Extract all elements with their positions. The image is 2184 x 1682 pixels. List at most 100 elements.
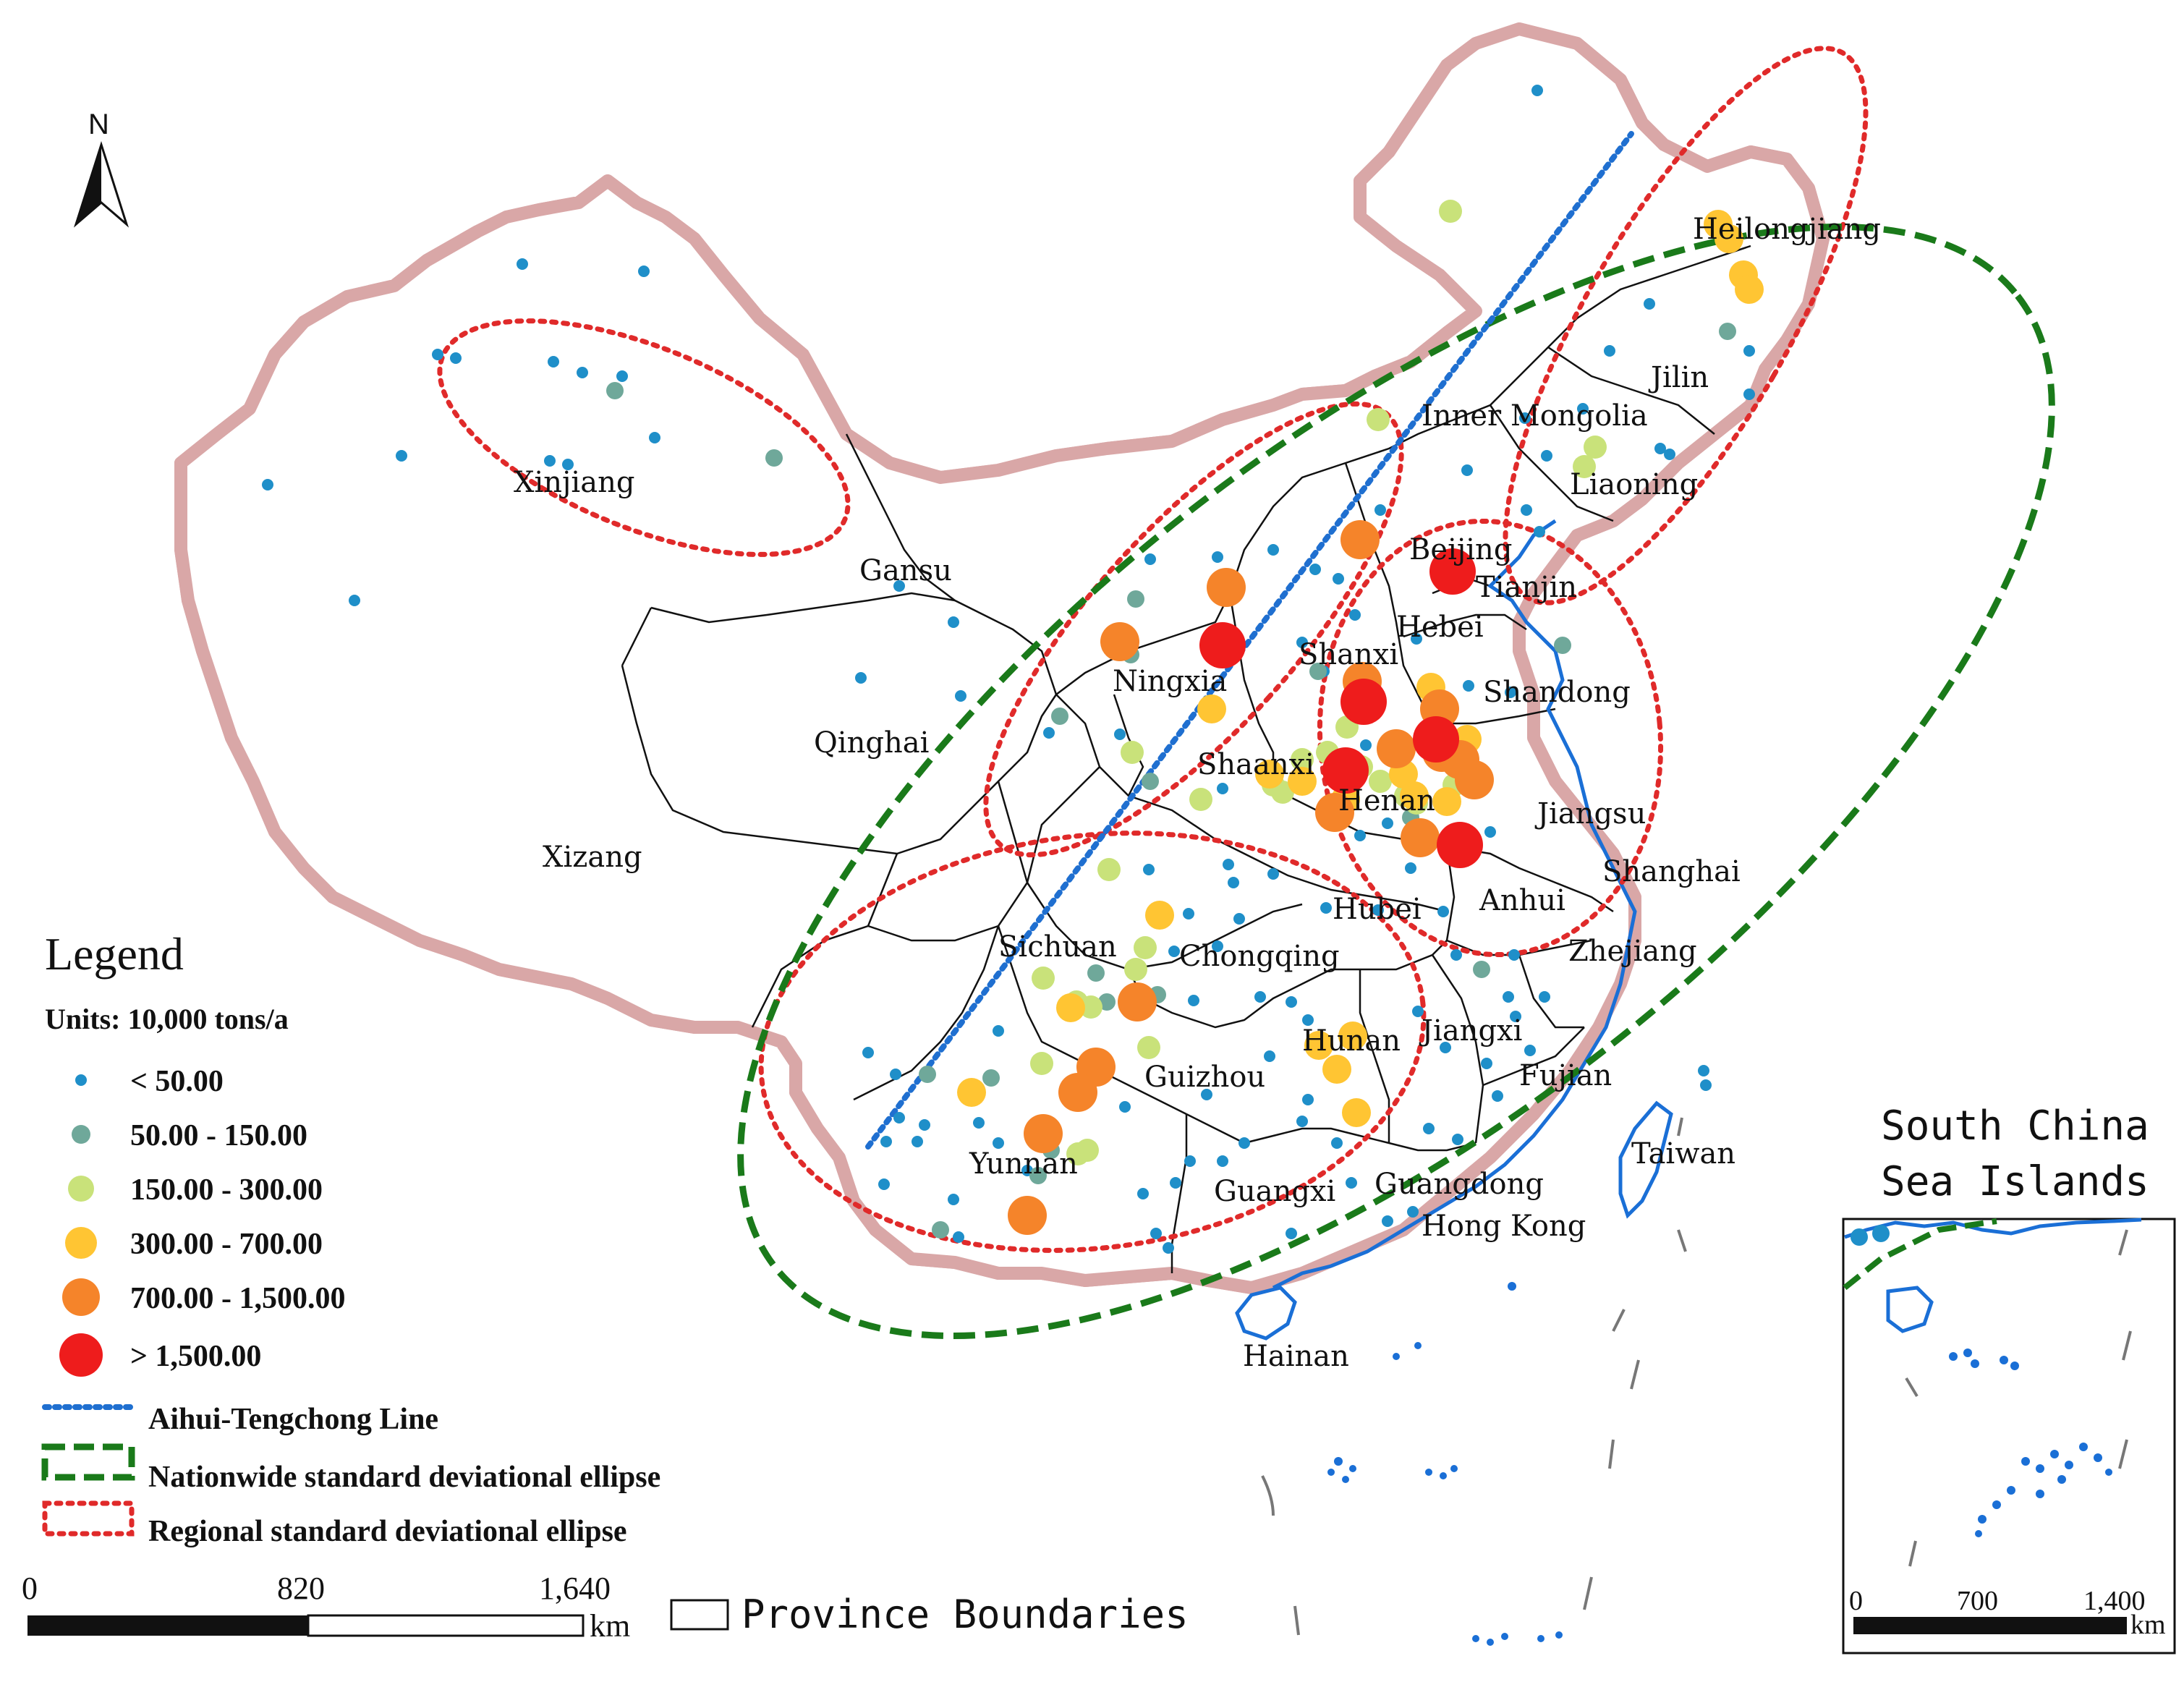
- facility-point: [1743, 388, 1755, 400]
- facility-point: [432, 349, 443, 360]
- facility-point: [1296, 637, 1308, 648]
- facility-point: [1212, 940, 1223, 952]
- facility-point: [1097, 858, 1121, 881]
- facility-point: [1577, 403, 1589, 415]
- facility-point: [1118, 982, 1157, 1021]
- facility-point: [396, 450, 407, 462]
- legend-symbol-class-2: [68, 1176, 94, 1202]
- legend-label-class-3: 300.00 - 700.00: [130, 1228, 323, 1261]
- facility-point: [1644, 298, 1655, 310]
- facility-point: [1503, 991, 1514, 1003]
- facility-point: [919, 1066, 936, 1083]
- facility-point: [1217, 1155, 1228, 1167]
- facility-point: [1664, 449, 1675, 460]
- facility-point: [1354, 830, 1366, 841]
- scale-bar: 0 820 1,640 km: [22, 1571, 630, 1644]
- legend-symbol-class-3: [65, 1227, 97, 1259]
- facility-point: [1145, 901, 1174, 930]
- facility-point: [1212, 551, 1223, 563]
- facility-point: [577, 367, 588, 378]
- facility-point: [1150, 1228, 1162, 1239]
- province-label: Heilongjiang: [1693, 213, 1881, 246]
- facility-point: [1119, 1101, 1131, 1113]
- facility-point: [1143, 864, 1155, 875]
- facility-point: [1342, 1098, 1371, 1127]
- facility-point: [1531, 85, 1543, 96]
- facility-point: [1554, 637, 1571, 654]
- province-label: Zhejiang: [1568, 935, 1697, 968]
- facility-point: [1505, 687, 1516, 698]
- facility-point: [1183, 908, 1194, 919]
- province-label: Jiangsu: [1534, 797, 1646, 831]
- province-label: Guangxi: [1214, 1175, 1335, 1208]
- facility-point: [1024, 1114, 1063, 1153]
- facility-point: [1407, 1206, 1419, 1218]
- province-boundaries-legend: Province Boundaries: [670, 1592, 1189, 1637]
- facility-point: [1484, 826, 1496, 838]
- facility-point: [932, 1221, 949, 1239]
- south-china-sea-inset: South China Sea Islands 0 700 1,400: [1842, 1103, 2176, 1655]
- facility-point: [1051, 708, 1068, 725]
- facility-point: [1604, 345, 1615, 357]
- facility-point: [1233, 913, 1245, 925]
- facility-point: [993, 1025, 1004, 1037]
- facility-point: [1374, 504, 1386, 516]
- facility-point: [893, 1112, 905, 1124]
- facility-point: [1267, 544, 1279, 556]
- province-label: Shanxi: [1299, 638, 1398, 671]
- facility-point: [1521, 504, 1532, 516]
- facility-point: [1450, 949, 1462, 961]
- facility-point: [862, 1047, 874, 1058]
- facility-point: [1296, 1116, 1308, 1127]
- facility-point: [548, 356, 559, 368]
- facility-point: [1423, 1123, 1435, 1134]
- facility-point: [1584, 436, 1607, 459]
- facility-point: [649, 432, 660, 443]
- facility-point: [1510, 1011, 1521, 1022]
- facility-point: [1492, 1090, 1503, 1102]
- facility-point: [1346, 1177, 1357, 1189]
- legend-symbol-class-4: [62, 1278, 100, 1316]
- province-label: Xinjiang: [514, 466, 634, 499]
- province-label: Henan: [1338, 784, 1435, 817]
- nine-dash-line: [1261, 1117, 1687, 1636]
- facility-point: [1189, 788, 1212, 811]
- facility-point: [973, 1117, 985, 1129]
- north-arrow: N: [73, 109, 129, 228]
- province-label: Gansu: [859, 554, 952, 587]
- facility-point: [855, 672, 867, 684]
- facility-point: [1452, 1134, 1463, 1145]
- facility-point: [1238, 1137, 1250, 1149]
- facility-point: [1201, 1089, 1212, 1100]
- facility-point: [1405, 862, 1416, 874]
- facility-point: [1127, 590, 1144, 608]
- facility-point: [1032, 967, 1055, 990]
- facility-point: [1382, 817, 1393, 829]
- facility-point: [1043, 727, 1055, 739]
- facility-point: [1286, 1228, 1297, 1239]
- province-label: Hebei: [1396, 611, 1484, 644]
- inset-scale-tick-0: 0: [1849, 1586, 1863, 1616]
- facility-point: [1223, 859, 1234, 870]
- facility-point: [1304, 1031, 1333, 1060]
- facility-point: [1137, 1188, 1149, 1199]
- facility-point: [1170, 1177, 1181, 1189]
- facility-point: [1254, 991, 1266, 1003]
- facility-point: [1056, 993, 1085, 1022]
- province-label: Guangdong: [1374, 1168, 1544, 1201]
- facility-point: [1333, 573, 1344, 585]
- nationwide-ellipse: [737, 224, 2055, 1339]
- facility-point: [1199, 622, 1246, 668]
- facility-point: [349, 595, 360, 606]
- province-label: Liaoning: [1570, 468, 1698, 501]
- facility-point: [1302, 1094, 1314, 1105]
- facility-point: [1331, 1137, 1343, 1149]
- facility-point: [1309, 564, 1321, 575]
- province-label: Hong Kong: [1422, 1210, 1586, 1243]
- facility-point: [1349, 609, 1361, 621]
- facility-point: [1320, 902, 1332, 914]
- facility-point: [1058, 1073, 1097, 1112]
- facility-point: [1377, 729, 1416, 768]
- legend-label-aihui-line: Aihui-Tengchong Line: [148, 1403, 438, 1436]
- province-label: Inner Mongolia: [1422, 399, 1648, 433]
